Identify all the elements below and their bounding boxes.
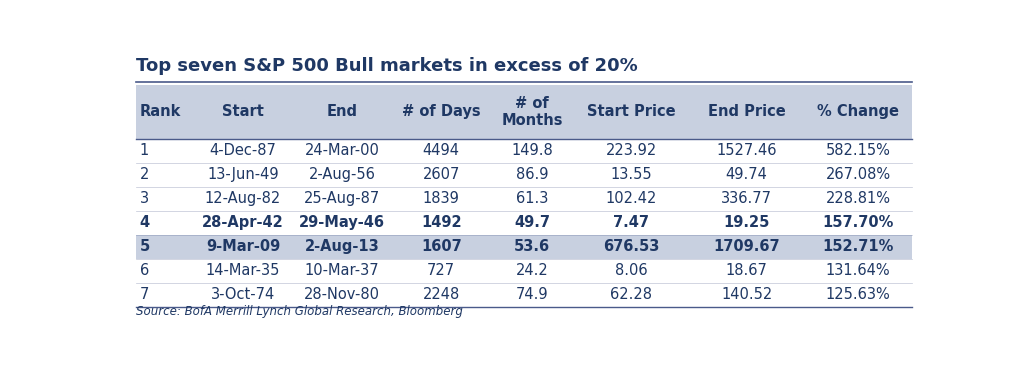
Text: 1607: 1607 xyxy=(421,239,462,254)
Text: 8.06: 8.06 xyxy=(615,263,647,278)
Text: 2-Aug-56: 2-Aug-56 xyxy=(309,167,375,182)
Text: 29-May-46: 29-May-46 xyxy=(299,215,385,230)
Text: # of Days: # of Days xyxy=(402,104,480,119)
Text: 28-Nov-80: 28-Nov-80 xyxy=(305,287,380,302)
Text: 10-Mar-37: 10-Mar-37 xyxy=(305,263,379,278)
Text: 49.74: 49.74 xyxy=(726,167,768,182)
Text: 5: 5 xyxy=(140,239,150,254)
Text: 2248: 2248 xyxy=(422,287,460,302)
Text: End: End xyxy=(327,104,358,119)
Text: 28-Apr-42: 28-Apr-42 xyxy=(202,215,284,230)
Text: 1527.46: 1527.46 xyxy=(716,143,777,158)
Text: 2: 2 xyxy=(140,167,149,182)
Text: 1492: 1492 xyxy=(421,215,462,230)
Text: 267.08%: 267.08% xyxy=(826,167,891,182)
Text: 152.71%: 152.71% xyxy=(823,239,894,254)
Text: 24-Mar-00: 24-Mar-00 xyxy=(305,143,379,158)
Text: Start: Start xyxy=(222,104,264,119)
Text: 61.3: 61.3 xyxy=(516,191,548,206)
Text: 2-Aug-13: 2-Aug-13 xyxy=(305,239,379,254)
Text: 13.55: 13.55 xyxy=(610,167,652,182)
Text: 53.6: 53.6 xyxy=(514,239,550,254)
Text: 49.7: 49.7 xyxy=(514,215,550,230)
Text: 140.52: 140.52 xyxy=(722,287,773,302)
Text: 157.70%: 157.70% xyxy=(823,215,894,230)
Text: 223.92: 223.92 xyxy=(605,143,657,158)
Text: 1: 1 xyxy=(140,143,149,158)
Text: Start Price: Start Price xyxy=(587,104,676,119)
Text: 2607: 2607 xyxy=(422,167,460,182)
Text: 9-Mar-09: 9-Mar-09 xyxy=(205,239,280,254)
Text: 125.63%: 125.63% xyxy=(826,287,890,302)
Text: 18.67: 18.67 xyxy=(726,263,768,278)
Text: 336.77: 336.77 xyxy=(722,191,773,206)
Text: 1839: 1839 xyxy=(423,191,460,206)
Text: 7: 7 xyxy=(140,287,149,302)
Text: 228.81%: 228.81% xyxy=(826,191,891,206)
Text: 1709.67: 1709.67 xyxy=(713,239,780,254)
Text: 12-Aug-82: 12-Aug-82 xyxy=(204,191,281,206)
Text: Rank: Rank xyxy=(140,104,181,119)
Text: # of
Months: # of Months xyxy=(501,96,563,128)
Text: 14-Mar-35: 14-Mar-35 xyxy=(205,263,280,278)
Text: 131.64%: 131.64% xyxy=(826,263,890,278)
Text: End Price: End Price xyxy=(708,104,786,119)
Text: 62.28: 62.28 xyxy=(610,287,652,302)
Text: 74.9: 74.9 xyxy=(516,287,549,302)
Bar xyxy=(136,235,912,259)
Text: % Change: % Change xyxy=(818,104,899,119)
Text: 6: 6 xyxy=(140,263,149,278)
Text: 3-Oct-74: 3-Oct-74 xyxy=(211,287,275,302)
Text: 25-Aug-87: 25-Aug-87 xyxy=(304,191,380,206)
Text: 4-Dec-87: 4-Dec-87 xyxy=(210,143,277,158)
Text: 4494: 4494 xyxy=(423,143,460,158)
Text: 19.25: 19.25 xyxy=(724,215,770,230)
Text: 102.42: 102.42 xyxy=(605,191,657,206)
Text: Top seven S&P 500 Bull markets in excess of 20%: Top seven S&P 500 Bull markets in excess… xyxy=(136,57,638,75)
Bar xyxy=(136,85,912,139)
Text: 13-Jun-49: 13-Jun-49 xyxy=(207,167,279,182)
Text: 582.15%: 582.15% xyxy=(826,143,890,158)
Text: 24.2: 24.2 xyxy=(516,263,549,278)
Text: 7.47: 7.47 xyxy=(613,215,649,230)
Text: 727: 727 xyxy=(427,263,455,278)
Text: 86.9: 86.9 xyxy=(516,167,548,182)
Text: 149.8: 149.8 xyxy=(511,143,553,158)
Text: 4: 4 xyxy=(140,215,150,230)
Text: Source: BofA Merrill Lynch Global Research, Bloomberg: Source: BofA Merrill Lynch Global Resear… xyxy=(136,305,463,318)
Text: 676.53: 676.53 xyxy=(603,239,659,254)
Text: 3: 3 xyxy=(140,191,149,206)
